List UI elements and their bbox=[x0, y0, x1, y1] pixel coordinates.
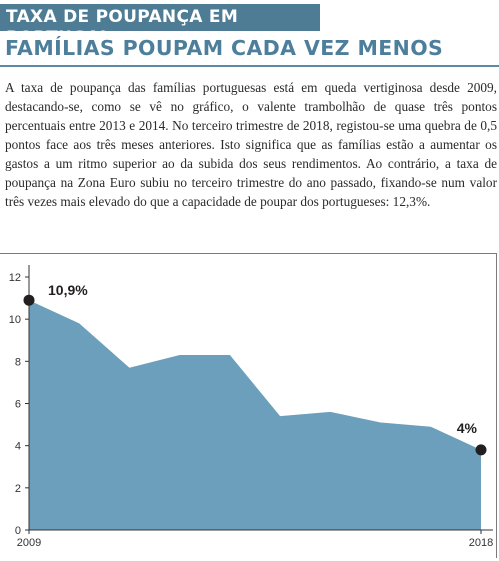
data-label: 4% bbox=[457, 420, 478, 436]
article-body: A taxa de poupança das famílias portugue… bbox=[5, 80, 497, 209]
y-tick-label: 6 bbox=[15, 399, 21, 411]
data-point-marker bbox=[23, 294, 35, 306]
y-tick-label: 12 bbox=[9, 272, 21, 284]
y-tick-label: 2 bbox=[15, 483, 21, 495]
y-tick-label: 10 bbox=[9, 314, 21, 326]
x-tick-label: 2009 bbox=[17, 537, 41, 549]
area-series bbox=[29, 300, 481, 530]
page-title: FAMÍLIAS POUPAM CADA VEZ MENOS bbox=[5, 36, 444, 60]
data-label: 10,9% bbox=[48, 282, 88, 298]
y-tick-label: 4 bbox=[15, 441, 21, 453]
x-tick-label: 2018 bbox=[469, 537, 493, 549]
data-point-marker bbox=[475, 444, 487, 456]
title-divider bbox=[0, 65, 499, 67]
chart-frame bbox=[0, 253, 497, 558]
y-tick-label: 8 bbox=[15, 356, 21, 368]
y-tick-label: 0 bbox=[15, 525, 21, 537]
section-kicker: TAXA DE POUPANÇA EM PORTUGAL bbox=[0, 4, 320, 48]
